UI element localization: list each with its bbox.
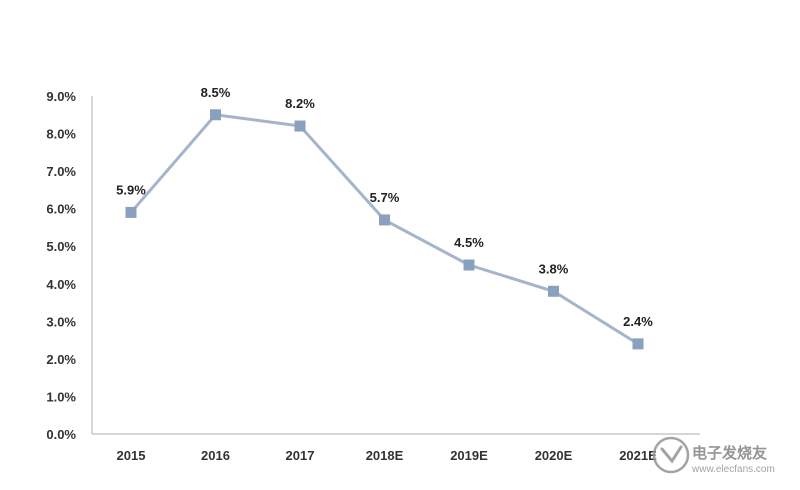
y-tick-label: 3.0% (46, 314, 76, 329)
data-label: 5.9% (116, 182, 146, 197)
watermark: 电子发烧友 www.elecfans.com (652, 436, 775, 475)
x-tick-label: 2020E (535, 448, 573, 463)
data-point-marker (125, 206, 137, 218)
x-tick-label: 2017 (286, 448, 315, 463)
x-tick-label: 2015 (117, 448, 146, 463)
data-point-marker (210, 109, 221, 121)
y-tick-label: 0.0% (46, 427, 76, 442)
y-tick-label: 2.0% (46, 352, 76, 367)
watermark-logo-mark (660, 445, 683, 464)
y-tick-label: 9.0% (46, 89, 76, 104)
data-label: 8.5% (201, 85, 231, 100)
y-tick-label: 4.0% (46, 277, 76, 292)
data-label: 4.5% (454, 235, 484, 250)
watermark-url: www.elecfans.com (691, 464, 775, 475)
y-tick-label: 6.0% (46, 202, 76, 217)
x-tick-label: 2021E (619, 448, 657, 463)
data-label: 5.7% (370, 190, 400, 205)
watermark-text: 电子发烧友 (692, 444, 767, 462)
data-point-marker (379, 214, 390, 226)
data-point-marker (294, 120, 306, 132)
y-tick-label: 8.0% (46, 127, 76, 142)
data-label: 8.2% (285, 96, 315, 111)
x-tick-label: 2019E (450, 448, 488, 463)
data-label: 2.4% (623, 314, 653, 329)
data-labels: 5.9% 8.5% 8.2% 5.7% 4.5% 3.8% 2.4% (116, 85, 653, 329)
y-axis-ticks: 0.0% 1.0% 2.0% 3.0% 4.0% 5.0% 6.0% 7.0% 8.0% 9.0% (46, 89, 76, 442)
y-tick-label: 5.0% (46, 239, 76, 254)
data-point-marker (632, 338, 644, 350)
watermark-logo-icon (652, 436, 690, 474)
x-tick-label: 2018E (366, 448, 404, 463)
y-tick-label: 1.0% (46, 389, 76, 404)
data-point-marker (548, 285, 559, 297)
y-tick-label: 7.0% (46, 164, 76, 179)
x-tick-label: 2016 (201, 448, 230, 463)
x-axis-ticks: 2015 2016 2017 2018E 2019E 2020E 2021E (117, 448, 658, 463)
data-point-marker (463, 259, 475, 271)
series-line (129, 113, 639, 346)
series-markers (125, 109, 644, 350)
data-label: 3.8% (539, 261, 569, 276)
